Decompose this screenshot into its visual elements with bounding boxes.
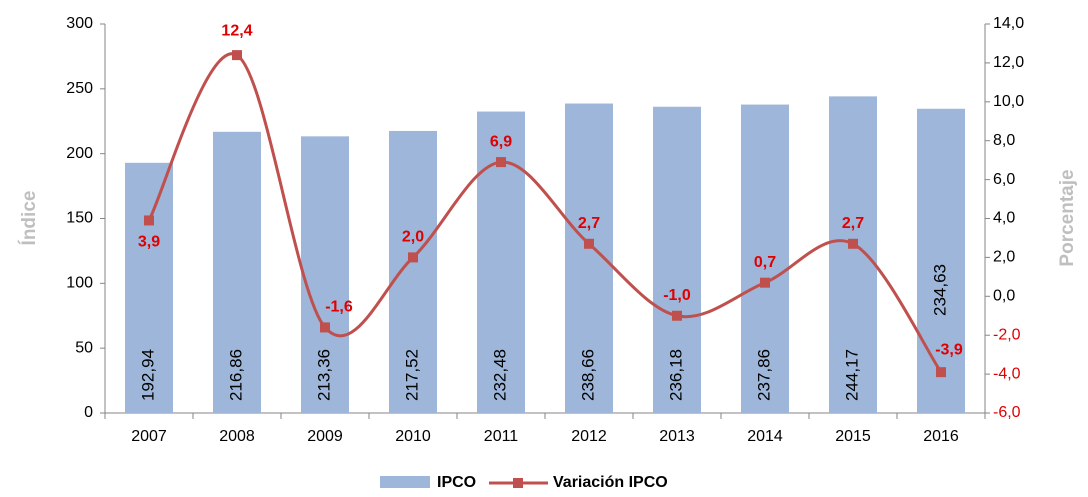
line-marker [936,367,946,378]
x-tick-label: 2007 [131,428,167,445]
bar [125,162,173,413]
x-tick-label: 2014 [747,428,783,445]
x-tick-label: 2012 [571,428,607,445]
bar-value-label: 244,17 [842,349,861,401]
bar [213,131,261,413]
legend-swatch [513,478,523,488]
y-tick-label: 200 [66,145,93,162]
x-tick-label: 2011 [484,428,519,445]
bar-value-label: 234,63 [930,264,949,316]
line-marker [848,238,858,249]
y-tick-label: 100 [66,275,93,292]
y2-tick-label: 6,0 [993,171,1015,188]
y2-tick-label: -4,0 [993,365,1021,382]
line-marker [232,50,242,61]
bar-value-label: 238,66 [578,349,597,401]
x-tick-label: 2015 [835,428,871,445]
line-marker [760,277,770,288]
y-axis-label: Índice [18,191,40,246]
y2-tick-label: 2,0 [993,249,1015,266]
x-tick-label: 2013 [659,428,695,445]
line-value-label: -3,9 [935,341,963,358]
y-tick-label: 300 [66,15,93,32]
bar [389,130,437,413]
y2-tick-label: -2,0 [993,326,1021,343]
line-value-label: 6,9 [490,133,512,150]
x-tick-label: 2009 [307,428,343,445]
bar [829,96,877,414]
line-marker [144,215,154,226]
line-value-label: 2,7 [578,215,600,232]
line-marker [320,322,330,333]
line-value-label: 0,7 [754,254,776,271]
y-tick-label: 50 [75,339,93,356]
bar-value-label: 237,86 [754,349,773,401]
y2-tick-label: 14,0 [993,15,1024,32]
line-value-label: 2,0 [402,229,424,246]
y-tick-label: 250 [66,80,93,97]
bar-value-label: 217,52 [402,349,421,401]
y2-tick-label: 4,0 [993,210,1015,227]
bar [301,136,349,413]
x-tick-label: 2016 [923,428,959,445]
y2-tick-label: 10,0 [993,93,1024,110]
y2-tick-label: 8,0 [993,132,1015,149]
y-tick-label: 0 [84,404,93,421]
bar [917,108,965,414]
line-marker [584,238,594,249]
bar-value-label: 192,94 [138,349,157,401]
y2-tick-label: 0,0 [993,288,1015,305]
x-tick-label: 2010 [395,428,431,445]
x-tick-label: 2008 [219,428,255,445]
line-marker [408,252,418,263]
y2-tick-label: -6,0 [993,404,1021,421]
line-value-label: -1,0 [663,287,691,304]
bar [653,106,701,413]
bar-value-label: 216,86 [226,349,245,401]
line [147,52,943,374]
bar-value-label: 232,48 [490,349,509,401]
line-marker [672,310,682,321]
legend-label: Variación IPCO [553,474,668,491]
line-value-label: 3,9 [138,234,160,251]
bar [741,104,789,414]
line-value-label: -1,6 [325,299,353,316]
y-tick-label: 150 [66,210,93,227]
line-value-label: 12,4 [221,22,252,39]
bar-value-label: 236,18 [666,349,685,401]
y2-axis-label: Porcentaje [1057,169,1078,266]
line-marker [496,157,506,168]
line-value-label: 2,7 [842,215,864,232]
legend-label: IPCO [437,474,476,491]
y2-tick-label: 12,0 [993,54,1024,71]
bar-value-label: 213,36 [314,349,333,401]
legend-swatch [380,476,430,488]
